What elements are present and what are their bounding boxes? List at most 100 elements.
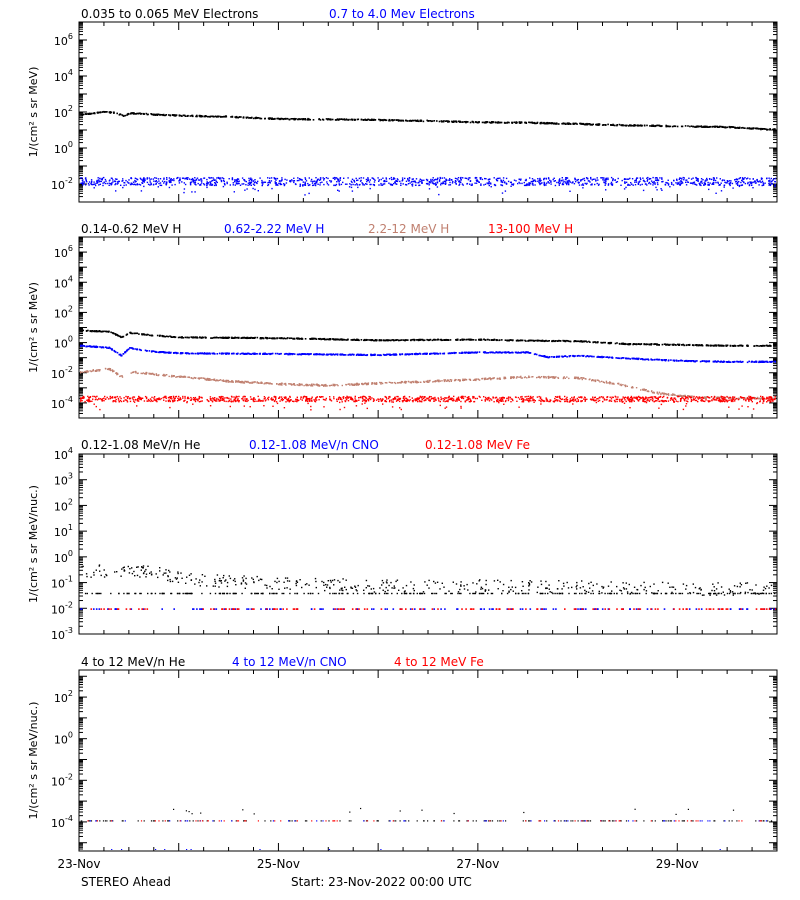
data-point (758, 361, 760, 364)
data-point (275, 179, 277, 181)
data-point (261, 179, 263, 182)
data-point (262, 337, 265, 340)
data-point (518, 181, 520, 184)
data-point (105, 346, 108, 349)
data-point (385, 178, 388, 180)
data-point (418, 181, 420, 184)
data-point (349, 384, 351, 386)
data-point (629, 358, 632, 360)
data-point (629, 343, 631, 345)
data-point (357, 384, 360, 386)
data-point (90, 330, 93, 332)
data-point (281, 177, 283, 179)
data-point (238, 116, 241, 118)
data-point (545, 184, 547, 186)
data-point (673, 125, 675, 127)
data-point (667, 184, 670, 186)
data-point (241, 177, 244, 179)
data-point (384, 119, 386, 121)
data-point (650, 343, 652, 345)
data-point (520, 121, 523, 124)
data-point (490, 183, 492, 185)
data-point (171, 336, 174, 338)
data-point (504, 339, 507, 341)
data-point (99, 177, 101, 180)
data-point (118, 353, 121, 356)
data-point (233, 179, 236, 181)
data-point (392, 178, 395, 180)
data-point (680, 182, 682, 185)
data-point (372, 354, 374, 356)
data-point (213, 179, 215, 181)
data-point (716, 177, 718, 179)
data-point (328, 338, 330, 341)
data-point (203, 184, 206, 186)
data-point (358, 383, 360, 385)
data-point (607, 178, 609, 181)
data-point (305, 180, 308, 182)
data-point (698, 182, 700, 185)
data-point (293, 353, 296, 355)
data-point (652, 182, 655, 184)
data-point (591, 124, 594, 126)
data-point (313, 180, 315, 182)
data-point (771, 183, 773, 185)
data-point (729, 183, 731, 186)
data-point (670, 181, 673, 184)
data-point (191, 177, 194, 180)
data-point (141, 333, 143, 336)
data-point (422, 120, 425, 123)
data-point (360, 179, 362, 182)
data-point (479, 177, 481, 179)
data-point (699, 125, 702, 128)
data-point (176, 376, 178, 378)
data-point (451, 120, 453, 123)
data-point (521, 182, 523, 185)
data-point (612, 123, 614, 126)
data-point (646, 124, 648, 127)
data-point (638, 181, 640, 184)
data-point (716, 125, 718, 128)
data-point (146, 372, 148, 374)
data-point (419, 178, 421, 180)
data-point (194, 183, 196, 185)
data-point (496, 122, 499, 124)
data-point (761, 184, 763, 187)
data-point (395, 180, 398, 182)
data-point (687, 360, 690, 362)
data-point (205, 379, 208, 381)
data-point (362, 177, 365, 179)
data-point (769, 128, 771, 131)
data-point (471, 339, 473, 341)
data-point (588, 340, 590, 343)
data-point (458, 352, 461, 354)
data-point (327, 338, 329, 340)
data-point (682, 343, 684, 346)
data-point (435, 380, 438, 382)
data-point (164, 180, 166, 183)
data-point (762, 360, 764, 363)
data-point (644, 181, 646, 183)
data-point (582, 183, 584, 185)
data-point (728, 125, 731, 128)
data-point (427, 379, 429, 382)
data-point (493, 177, 495, 179)
data-point (195, 184, 197, 186)
data-point (194, 191, 196, 193)
data-point (401, 180, 403, 182)
data-point (153, 350, 156, 353)
data-point (749, 178, 751, 180)
data-point (539, 180, 541, 182)
data-point (146, 350, 148, 352)
data-point (460, 352, 462, 354)
data-point (701, 126, 703, 128)
data-point (665, 181, 667, 184)
data-point (667, 393, 670, 395)
data-point (126, 181, 129, 183)
data-point (579, 122, 581, 125)
data-point (463, 338, 466, 341)
data-point (762, 183, 765, 185)
data-point (336, 354, 339, 356)
data-point (601, 380, 603, 383)
data-point (510, 339, 513, 341)
